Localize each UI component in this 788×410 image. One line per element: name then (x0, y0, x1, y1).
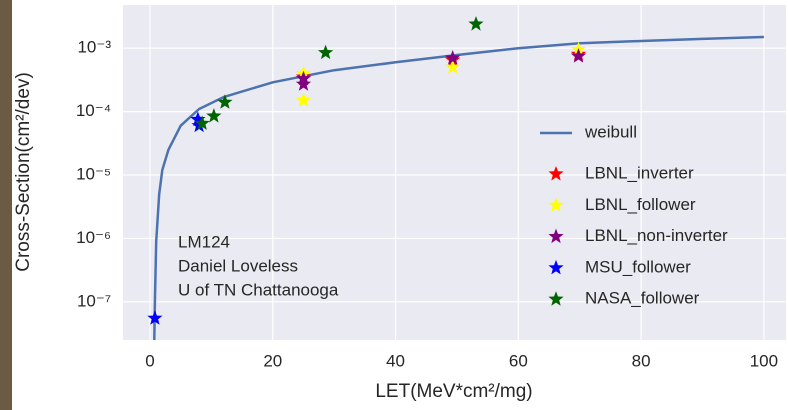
legend-star (548, 259, 564, 275)
legend-label: LBNL_inverter (585, 163, 694, 182)
star-point (147, 310, 163, 325)
legend-label: LBNL_follower (585, 195, 696, 214)
x-tick-label: 40 (386, 351, 405, 370)
star-point (468, 16, 484, 31)
y-tick-label: 10⁻⁷ (77, 291, 111, 310)
weibull-line (153, 35, 764, 341)
annotation: U of TN Chattanooga (178, 280, 339, 299)
x-axis-label: LET(MeV*cm²/mg) (375, 381, 532, 402)
y-tick-label: 10⁻³ (77, 38, 111, 57)
marks (147, 16, 764, 341)
star-point (445, 59, 461, 74)
legend-star (548, 166, 564, 181)
star-point (445, 50, 461, 65)
photo-strip (0, 0, 12, 410)
legend-label: MSU_follower (585, 257, 691, 276)
legend-star (548, 291, 564, 306)
legend-star (548, 228, 564, 244)
annotation: LM124 (178, 232, 230, 251)
x-tick-label: 80 (632, 351, 651, 370)
y-axis-label: Cross-Section(cm²/dev) (13, 72, 34, 272)
legend-label: LBNL_non-inverter (585, 226, 728, 245)
star-point (190, 111, 206, 126)
star-point (295, 76, 312, 91)
y-tick-label: 10⁻⁴ (76, 101, 111, 120)
x-tick-label: 0 (145, 351, 154, 370)
star-point (295, 92, 312, 107)
annotation: Daniel Loveless (178, 256, 298, 275)
x-tick-label: 20 (263, 351, 282, 370)
star-point (318, 44, 334, 60)
y-tick-label: 10⁻⁵ (76, 164, 111, 183)
x-tick-label: 60 (509, 351, 528, 370)
star-point (194, 115, 210, 130)
star-point (206, 108, 222, 123)
y-tick-label: 10⁻⁶ (76, 228, 111, 247)
star-point (570, 48, 587, 63)
grid (123, 5, 786, 340)
legend-label: NASA_follower (585, 289, 700, 308)
legend-label: weibull (584, 122, 637, 141)
star-point (217, 94, 233, 109)
legend-star (548, 197, 564, 212)
x-tick-label: 100 (750, 351, 778, 370)
